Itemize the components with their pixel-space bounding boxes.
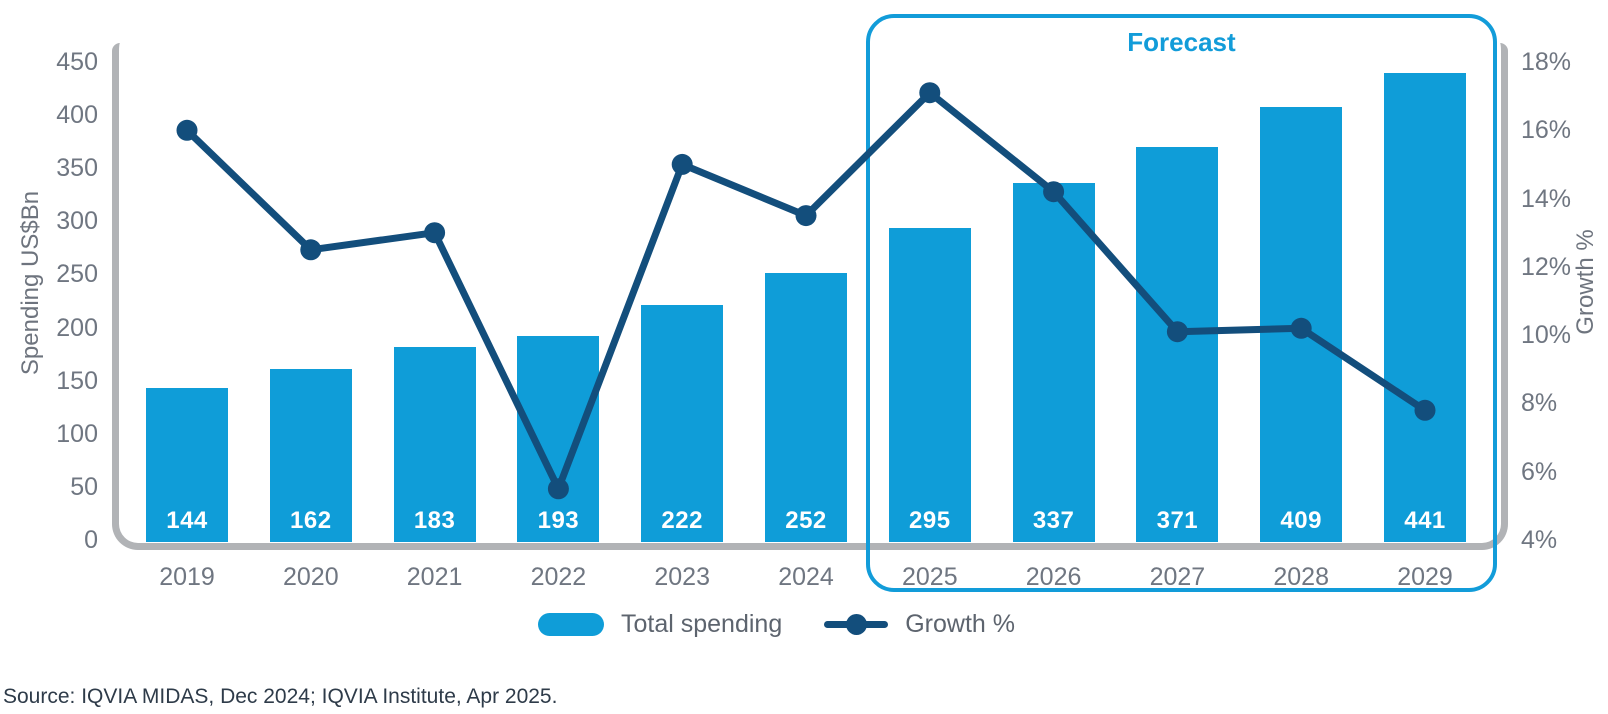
left-axis-tick-label: 200	[56, 313, 98, 342]
right-axis-tick-label: 14%	[1521, 184, 1572, 213]
x-axis-label-2024: 2024	[778, 563, 834, 591]
forecast-label: Forecast	[1127, 27, 1236, 57]
plot-area-frame	[112, 43, 1508, 550]
bar-value-label: 222	[661, 506, 703, 534]
right-axis-tick-label: 12%	[1521, 252, 1572, 281]
x-axis-label-2019: 2019	[159, 563, 215, 591]
right-axis-tick-label: 16%	[1521, 116, 1572, 145]
bar-value-label: 441	[1404, 506, 1446, 534]
left-axis-tick-label: 400	[56, 101, 98, 130]
right-axis-tick-label: 6%	[1521, 457, 1558, 486]
x-axis-label-2027: 2027	[1149, 563, 1206, 591]
bar-value-label: 371	[1156, 506, 1199, 534]
x-axis-label-2023: 2023	[654, 563, 710, 591]
left-axis-tick-label: 250	[56, 260, 98, 289]
source-note: Source: IQVIA MIDAS, Dec 2024; IQVIA Ins…	[3, 685, 558, 708]
forecast-region-box: Forecast	[866, 14, 1497, 592]
left-axis-tick-label: 300	[56, 207, 98, 236]
bar-value-label: 295	[909, 506, 951, 534]
bar-value-label: 409	[1280, 506, 1322, 534]
x-axis-label-2022: 2022	[530, 563, 587, 591]
bar-swatch-icon	[538, 612, 604, 636]
x-axis-label-2025: 2025	[901, 563, 958, 591]
bar-value-label: 252	[785, 506, 827, 534]
bar-value-label: 337	[1032, 506, 1075, 534]
bar-2021: 183	[393, 346, 476, 542]
bar-2024: 252	[765, 273, 847, 542]
left-axis-tick-label: 100	[56, 419, 98, 448]
right-axis-tick-label: 18%	[1521, 48, 1572, 76]
bar-value-label: 193	[537, 506, 580, 534]
left-axis-tick-label: 450	[56, 48, 98, 76]
legend-item-growth: Growth %	[824, 610, 1015, 639]
bar-value-label: 162	[290, 506, 332, 534]
x-axis-label-2029: 2029	[1397, 563, 1453, 591]
legend-label-growth: Growth %	[905, 609, 1015, 638]
chart-legend: Total spending Growth %	[538, 600, 1015, 648]
line-marker-icon	[824, 613, 889, 636]
bar-2019: 144	[146, 388, 228, 542]
bar-2020: 162	[269, 368, 352, 542]
x-axis-label-2021: 2021	[406, 563, 463, 591]
x-axis-label-2020: 2020	[282, 563, 339, 591]
legend-label-total-spending: Total spending	[621, 609, 783, 638]
left-axis-tick-label: 0	[84, 526, 98, 554]
right-axis-tick-label: 10%	[1521, 321, 1572, 350]
point-dot-icon	[846, 613, 868, 635]
right-axis-tick-label: 8%	[1521, 389, 1558, 418]
left-axis-tick-label: 50	[70, 472, 98, 501]
bar-2023: 222	[641, 305, 724, 542]
legend-item-total-spending: Total spending	[538, 610, 782, 639]
bar-value-label: 183	[413, 506, 456, 534]
left-axis-tick-label: 150	[56, 366, 98, 395]
x-axis-label-2028: 2028	[1273, 563, 1329, 591]
left-axis-tick-label: 350	[56, 154, 98, 183]
bar-2022: 193	[517, 335, 600, 542]
right-axis-tick-label: 4%	[1521, 526, 1558, 554]
x-axis-label-2026: 2026	[1025, 563, 1082, 591]
bar-value-label: 144	[166, 506, 208, 534]
